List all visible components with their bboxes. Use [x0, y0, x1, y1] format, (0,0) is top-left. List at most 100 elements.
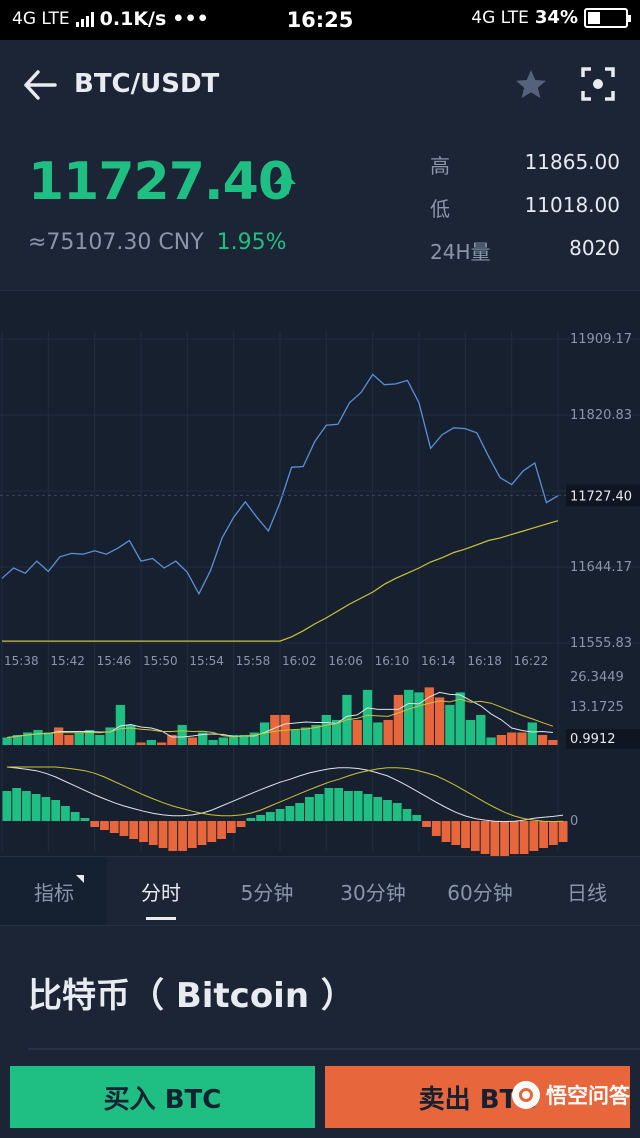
volume-bar: [424, 687, 434, 745]
volume-bar: [239, 734, 249, 745]
stat-low: 低 11018.00: [430, 193, 620, 236]
tab-5min[interactable]: 5分钟: [240, 881, 294, 905]
stat-value: 11865.00: [524, 150, 620, 174]
macd-bar: [158, 821, 168, 848]
volume-bar: [465, 719, 476, 745]
star-icon[interactable]: [512, 66, 550, 104]
volume-bar: [43, 732, 53, 745]
macd-bar: [314, 794, 324, 821]
current-price-tag: [566, 484, 640, 507]
macd-bar: [392, 803, 402, 821]
active-tab-underline: [146, 917, 176, 920]
macd-bar: [422, 821, 431, 827]
volume-bar: [270, 714, 280, 745]
volume-bar: [434, 697, 445, 745]
macd-bar: [148, 821, 158, 845]
battery-icon: [584, 7, 631, 28]
macd-bar: [12, 788, 22, 821]
macd-bar: [207, 821, 217, 842]
macd-bar: [305, 797, 314, 821]
volume-bar: [548, 739, 558, 745]
volume-bar: [249, 732, 259, 745]
price-line: [1, 373, 559, 596]
x-tick-label: 15:46: [97, 654, 132, 668]
macd-bar: [129, 821, 139, 839]
volume-tag: [566, 729, 640, 749]
stat-value: 8020: [569, 236, 620, 260]
volume-bar: [208, 739, 218, 745]
network-type-right: 4G LTE: [471, 7, 529, 28]
x-tick-label: 15:38: [4, 654, 39, 668]
volume-bar: [23, 732, 33, 745]
volume-bar: [177, 724, 187, 745]
tab-60min[interactable]: 60分钟: [447, 881, 513, 905]
macd-tick-label: 0: [570, 814, 578, 829]
macd-bar: [22, 791, 31, 821]
status-time: 16:25: [286, 8, 354, 32]
battery-percent: 34%: [534, 7, 578, 28]
cny-price: ≈75107.30 CNY: [28, 230, 204, 255]
volume-bar: [167, 734, 177, 745]
volume-bar: [198, 732, 208, 745]
volume-bar: [136, 742, 146, 745]
sell-button[interactable]: 卖出 BTC: [325, 1066, 630, 1128]
x-tick-label: 15:42: [50, 654, 85, 668]
volume-bar: [126, 724, 136, 745]
macd-bar: [226, 821, 236, 833]
macd-bar: [187, 821, 197, 848]
macd-bar: [451, 821, 461, 845]
buy-button[interactable]: 买入 BTC: [10, 1066, 315, 1128]
volume-bar: [455, 692, 465, 745]
x-tick-label: 16:06: [328, 654, 363, 668]
chart-area[interactable]: 11909.1711820.8311732.5011644.1711555.83…: [0, 290, 640, 857]
stat-label: 低: [430, 197, 450, 221]
macd-bar: [80, 818, 90, 821]
stat-high: 高 11865.00: [430, 150, 620, 193]
macd-bar: [441, 821, 451, 842]
volume-bar: [507, 732, 517, 745]
macd-dea-line: [6, 766, 564, 823]
macd-bar: [178, 821, 187, 851]
y-tick-label: 11820.83: [570, 408, 632, 423]
back-arrow-icon[interactable]: [22, 68, 58, 102]
macd-bar: [363, 794, 373, 821]
price-chart[interactable]: 11909.1711820.8311732.5011644.1711555.83…: [0, 291, 640, 857]
volume-bar: [229, 734, 239, 745]
volume-ma-line: [7, 691, 553, 738]
tab-30min[interactable]: 30分钟: [340, 881, 406, 905]
macd-bar: [500, 821, 509, 857]
macd-bar: [324, 788, 334, 821]
y-tick-label: 11555.83: [570, 636, 632, 651]
macd-bar: [61, 806, 70, 821]
volume-bar: [393, 694, 404, 745]
watermark-text: 悟空问答: [546, 1084, 630, 1108]
macd-bar: [139, 821, 148, 842]
tab-timeshare[interactable]: 分时: [141, 881, 181, 905]
volume-bar: [527, 722, 537, 745]
volume-bar: [290, 729, 301, 745]
macd-bar: [480, 821, 490, 854]
divider: [28, 1048, 640, 1050]
tab-indicator[interactable]: 指标: [34, 881, 74, 905]
tab-daily[interactable]: 日线: [567, 881, 607, 905]
up-arrow-icon: [274, 172, 296, 194]
volume-bar: [311, 724, 321, 745]
watermark-logo-icon: [512, 1081, 540, 1109]
corner-triangle-icon: [76, 875, 84, 883]
pair-title: BTC/USDT: [74, 69, 220, 99]
x-tick-label: 16:22: [514, 654, 549, 668]
fullscreen-icon[interactable]: [580, 66, 616, 102]
volume-bar: [537, 734, 548, 745]
macd-bar: [31, 794, 41, 821]
change-percent: 1.95%: [216, 230, 287, 255]
volume-bar: [187, 737, 198, 745]
x-tick-label: 15:54: [189, 654, 224, 668]
y-tick-label: 11909.17: [570, 332, 632, 347]
macd-bar: [383, 800, 392, 821]
macd-bar: [119, 821, 129, 836]
macd-bar: [558, 821, 568, 842]
stats-panel: 高 11865.00 低 11018.00 24H量 8020: [430, 150, 620, 279]
volume-bar: [486, 737, 496, 745]
volume-bar: [12, 734, 23, 745]
last-price: 11727.40: [28, 152, 294, 212]
